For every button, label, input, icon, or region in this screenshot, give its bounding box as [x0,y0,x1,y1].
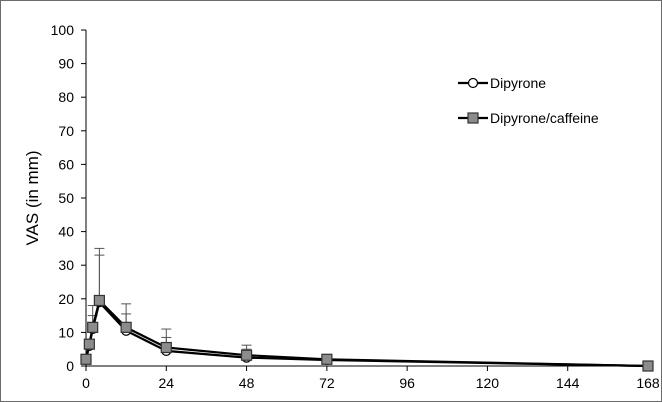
legend-marker [467,112,479,124]
y-tick-label: 0 [66,358,74,374]
legend-label: Dipyrone/caffeine [490,110,599,126]
legend-entry: Dipyrone [458,75,546,91]
data-point [93,294,105,307]
series-dipyrone-caffeine [80,247,654,372]
y-tick-label: 40 [58,224,74,240]
data-point [83,338,95,350]
data-point [87,321,99,333]
data-point [642,360,654,372]
x-tick-label: 168 [636,375,660,391]
x-tick-label: 48 [239,375,255,391]
data-point [160,341,172,354]
y-tick-label: 60 [58,156,74,172]
data-point [321,353,333,365]
x-tick-label: 72 [319,375,335,391]
y-tick-label: 10 [58,324,74,340]
series-dipyrone [80,254,654,372]
x-tick-label: 0 [82,375,90,391]
data-point [80,353,92,365]
y-tick-label: 50 [58,190,74,206]
x-tick-label: 24 [158,375,174,391]
data-point [240,349,253,361]
y-tick-label: 90 [58,56,74,72]
plot-area [80,247,654,372]
x-tick-label: 144 [556,375,580,391]
series-line [84,298,649,368]
legend-marker [467,77,479,89]
y-axis-title: VAS (in mm) [23,150,42,245]
y-tick-label: 20 [58,291,74,307]
x-tick-label: 96 [399,375,415,391]
y-tick-label: 70 [58,123,74,139]
legend-entry: Dipyrone/caffeine [458,110,599,126]
data-point [120,321,132,333]
legend: Dipyrone Dipyrone/caffeine [458,75,599,126]
y-tick-label: 30 [58,257,74,273]
x-tick-label: 120 [476,375,500,391]
legend-label: Dipyrone [490,75,546,91]
y-tick-label: 100 [51,22,75,38]
series-line [84,299,649,368]
y-tick-label: 80 [58,89,74,105]
axes: 0 10 20 30 40 50 60 70 80 90 100 0 24 48 72 96 120 144 168… [23,22,660,391]
